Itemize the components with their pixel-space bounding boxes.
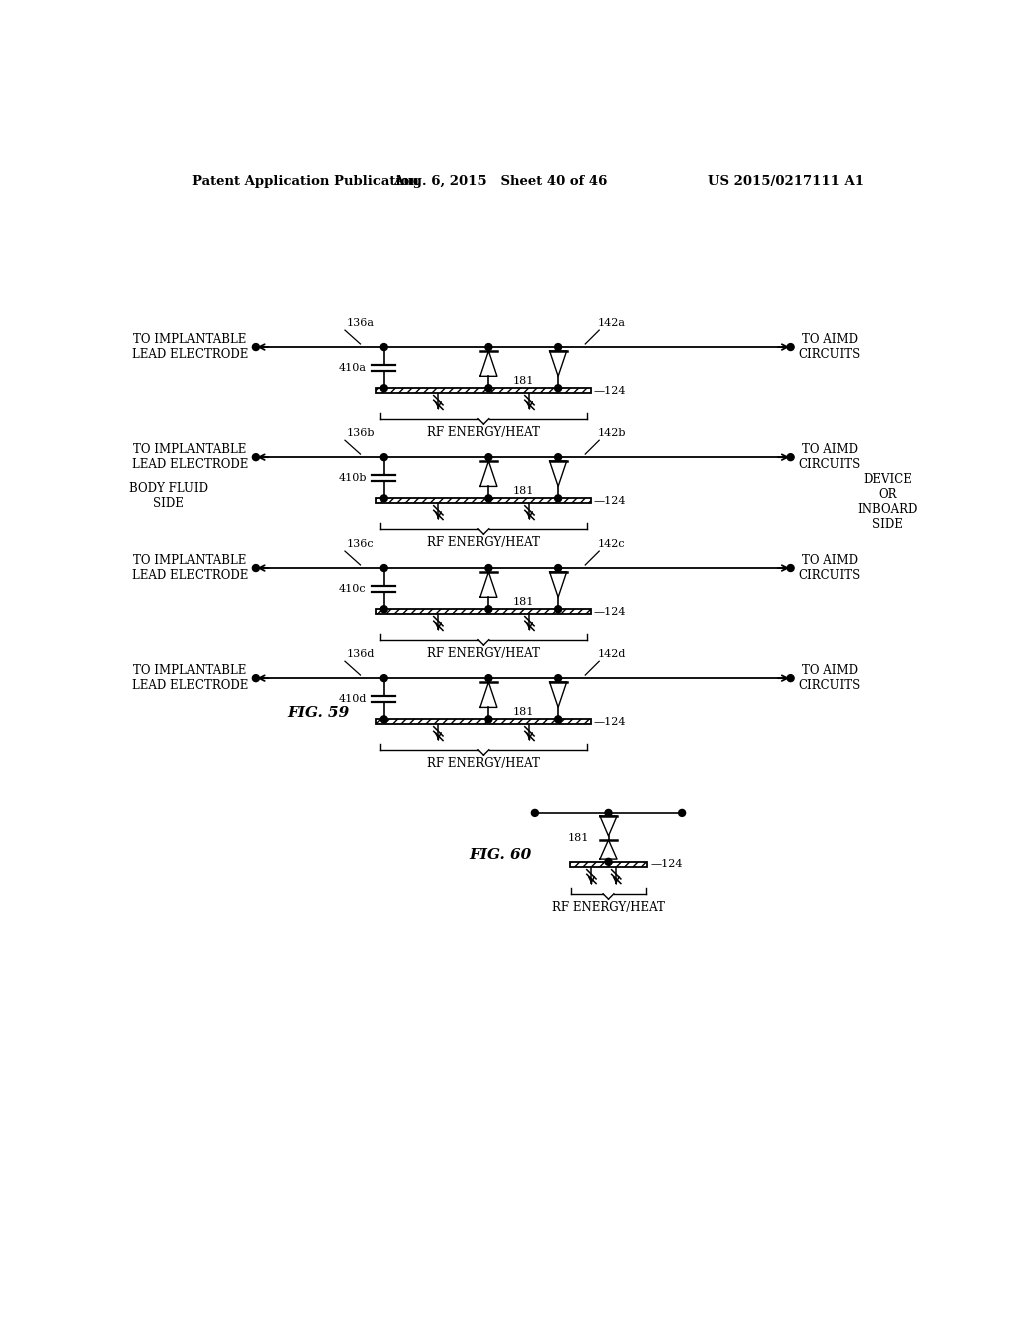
Circle shape <box>485 675 492 681</box>
Circle shape <box>252 454 259 461</box>
Text: FIG. 60: FIG. 60 <box>469 849 531 862</box>
Circle shape <box>555 343 561 351</box>
Text: RF ENERGY/HEAT: RF ENERGY/HEAT <box>552 900 665 913</box>
Text: RF ENERGY/HEAT: RF ENERGY/HEAT <box>427 647 540 660</box>
Circle shape <box>555 606 561 612</box>
Text: TO IMPLANTABLE
LEAD ELECTRODE: TO IMPLANTABLE LEAD ELECTRODE <box>132 333 248 362</box>
Circle shape <box>555 565 561 572</box>
Text: RF ENERGY/HEAT: RF ENERGY/HEAT <box>427 756 540 770</box>
Text: Patent Application Publication: Patent Application Publication <box>191 176 418 187</box>
Circle shape <box>380 343 387 351</box>
Text: DEVICE
OR
INBOARD
SIDE: DEVICE OR INBOARD SIDE <box>857 473 918 531</box>
Bar <box>376 388 591 393</box>
Circle shape <box>787 675 795 681</box>
Circle shape <box>787 565 795 572</box>
Text: TO IMPLANTABLE
LEAD ELECTRODE: TO IMPLANTABLE LEAD ELECTRODE <box>132 664 248 692</box>
Circle shape <box>679 809 686 816</box>
Text: 410b: 410b <box>338 473 367 483</box>
Text: Aug. 6, 2015   Sheet 40 of 46: Aug. 6, 2015 Sheet 40 of 46 <box>393 176 607 187</box>
Text: 142b: 142b <box>598 428 626 438</box>
Circle shape <box>252 675 259 681</box>
Text: 181: 181 <box>513 706 534 717</box>
Circle shape <box>531 809 539 816</box>
Circle shape <box>380 565 387 572</box>
Bar <box>569 862 647 867</box>
Bar <box>376 499 591 503</box>
Text: 410c: 410c <box>339 583 367 594</box>
Text: TO AIMD
CIRCUITS: TO AIMD CIRCUITS <box>799 333 860 362</box>
Text: 136b: 136b <box>346 428 375 438</box>
Text: 136c: 136c <box>346 539 374 549</box>
Circle shape <box>485 385 492 392</box>
Circle shape <box>380 385 387 392</box>
Circle shape <box>555 495 561 502</box>
Circle shape <box>485 606 492 612</box>
Text: 181: 181 <box>567 833 589 842</box>
Circle shape <box>485 715 492 723</box>
Circle shape <box>380 495 387 502</box>
Bar <box>376 719 591 725</box>
Circle shape <box>605 809 612 816</box>
Text: 410a: 410a <box>339 363 367 372</box>
Circle shape <box>380 675 387 681</box>
Circle shape <box>485 454 492 461</box>
Text: US 2015/0217111 A1: US 2015/0217111 A1 <box>709 176 864 187</box>
Text: —124: —124 <box>594 607 627 616</box>
Circle shape <box>555 385 561 392</box>
Text: FIG. 59: FIG. 59 <box>287 706 349 719</box>
Circle shape <box>555 715 561 723</box>
Text: —124: —124 <box>594 385 627 396</box>
Text: —124: —124 <box>594 717 627 727</box>
Text: 181: 181 <box>513 376 534 385</box>
Text: 181: 181 <box>513 486 534 495</box>
Text: TO AIMD
CIRCUITS: TO AIMD CIRCUITS <box>799 664 860 692</box>
Circle shape <box>485 565 492 572</box>
Text: —124: —124 <box>650 859 683 870</box>
Circle shape <box>787 454 795 461</box>
Text: 136a: 136a <box>346 318 375 327</box>
Text: 142c: 142c <box>598 539 626 549</box>
Bar <box>376 610 591 614</box>
Circle shape <box>787 343 795 351</box>
Circle shape <box>380 454 387 461</box>
Text: TO AIMD
CIRCUITS: TO AIMD CIRCUITS <box>799 554 860 582</box>
Text: 410d: 410d <box>338 694 367 704</box>
Circle shape <box>380 606 387 612</box>
Circle shape <box>485 343 492 351</box>
Text: TO AIMD
CIRCUITS: TO AIMD CIRCUITS <box>799 444 860 471</box>
Text: TO IMPLANTABLE
LEAD ELECTRODE: TO IMPLANTABLE LEAD ELECTRODE <box>132 444 248 471</box>
Text: 136d: 136d <box>346 649 375 659</box>
Text: TO IMPLANTABLE
LEAD ELECTRODE: TO IMPLANTABLE LEAD ELECTRODE <box>132 554 248 582</box>
Circle shape <box>555 454 561 461</box>
Text: 142d: 142d <box>598 649 626 659</box>
Text: RF ENERGY/HEAT: RF ENERGY/HEAT <box>427 536 540 549</box>
Circle shape <box>252 565 259 572</box>
Circle shape <box>252 343 259 351</box>
Text: BODY FLUID
SIDE: BODY FLUID SIDE <box>129 482 208 510</box>
Text: RF ENERGY/HEAT: RF ENERGY/HEAT <box>427 425 540 438</box>
Text: 142a: 142a <box>598 318 626 327</box>
Text: 181: 181 <box>513 597 534 606</box>
Circle shape <box>605 858 612 866</box>
Text: —124: —124 <box>594 496 627 506</box>
Circle shape <box>380 715 387 723</box>
Circle shape <box>485 495 492 502</box>
Circle shape <box>555 675 561 681</box>
